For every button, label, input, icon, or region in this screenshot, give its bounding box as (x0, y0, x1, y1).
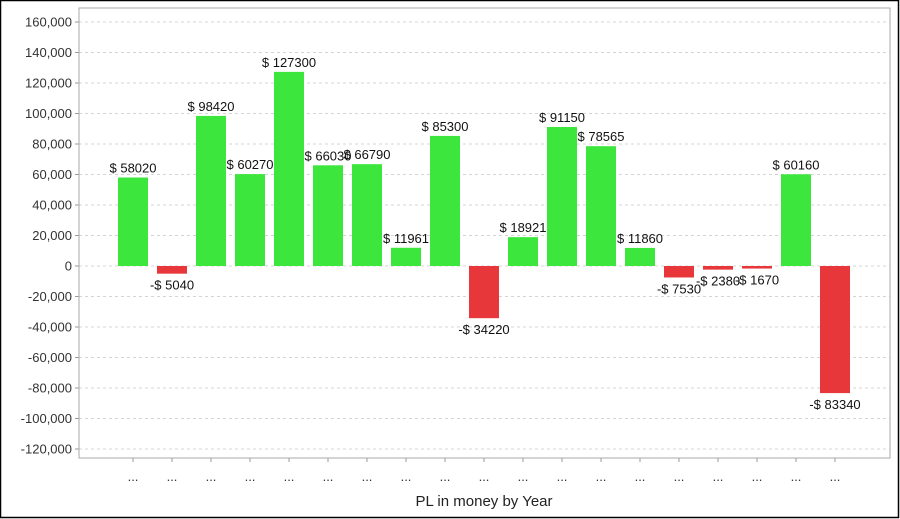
data-label: -$ 7530 (657, 281, 701, 296)
data-label: -$ 34220 (458, 322, 509, 337)
x-tick-label: ... (362, 469, 373, 484)
bar (742, 266, 772, 269)
x-tick-label: ... (245, 469, 256, 484)
data-label: $ 11860 (617, 231, 663, 246)
bar (547, 126, 577, 266)
y-tick-label: 80,000 (32, 137, 72, 152)
bar (820, 266, 850, 394)
data-label: $ 18921 (500, 220, 547, 235)
y-tick-label: 0 (65, 259, 72, 274)
x-tick-label: ... (128, 469, 139, 484)
data-label: $ 85300 (422, 119, 469, 134)
x-tick-label: ... (674, 469, 685, 484)
data-label: -$ 83340 (809, 397, 860, 412)
bar (586, 146, 616, 266)
x-tick-label: ... (596, 469, 607, 484)
x-tick-label: ... (557, 469, 568, 484)
y-tick-label: -20,000 (28, 289, 72, 304)
data-label: $ 127300 (262, 55, 316, 70)
data-label: -$ 5040 (150, 278, 194, 293)
y-tick-label: 100,000 (25, 106, 72, 121)
y-tick-label: 40,000 (32, 198, 72, 213)
x-tick-label: ... (323, 469, 334, 484)
y-tick-label: 140,000 (25, 45, 72, 60)
data-label: $ 66790 (344, 147, 391, 162)
y-tick-label: -100,000 (21, 411, 72, 426)
data-label: $ 98420 (188, 99, 235, 114)
bar (625, 247, 655, 266)
y-tick-label: -40,000 (28, 320, 72, 335)
bar (235, 174, 265, 266)
x-tick-label: ... (752, 469, 763, 484)
x-tick-label: ... (440, 469, 451, 484)
y-tick-label: 120,000 (25, 76, 72, 91)
bar (781, 174, 811, 266)
data-label: $ 66030 (305, 148, 352, 163)
data-label: $ 60270 (227, 157, 274, 172)
bar (391, 247, 421, 266)
x-axis-title: PL in money by Year (415, 493, 552, 510)
x-tick-label: ... (284, 469, 295, 484)
data-label: -$ 2380 (696, 274, 740, 289)
x-tick-label: ... (830, 469, 841, 484)
y-tick-label: 160,000 (25, 15, 72, 30)
x-tick-label: ... (167, 469, 178, 484)
bar (430, 135, 460, 266)
plot-area-border (78, 7, 891, 459)
x-tick-label: ... (206, 469, 217, 484)
x-tick-label: ... (479, 469, 490, 484)
y-tick-label: -120,000 (21, 442, 72, 457)
data-label: $ 58020 (110, 161, 157, 176)
data-label: $ 60160 (773, 157, 820, 172)
x-tick-label: ... (713, 469, 724, 484)
y-tick-label: 60,000 (32, 167, 72, 182)
x-tick-label: ... (518, 469, 529, 484)
bar (274, 71, 304, 267)
bar (508, 237, 538, 266)
y-tick-label: 20,000 (32, 228, 72, 243)
bar (469, 266, 499, 319)
x-tick-label: ... (791, 469, 802, 484)
bar (664, 266, 694, 278)
y-tick-label: -80,000 (28, 381, 72, 396)
bar (157, 266, 187, 274)
bar (196, 115, 226, 266)
y-tick-label: -60,000 (28, 350, 72, 365)
data-label: $ 91150 (539, 110, 585, 125)
x-tick-label: ... (401, 469, 412, 484)
bar (118, 177, 148, 266)
data-label: -$ 1670 (735, 273, 779, 288)
bar (703, 266, 733, 270)
x-tick-label: ... (635, 469, 646, 484)
data-label: $ 11961 (383, 231, 429, 246)
bar (352, 164, 382, 266)
data-label: $ 78565 (578, 129, 625, 144)
bar (313, 165, 343, 266)
